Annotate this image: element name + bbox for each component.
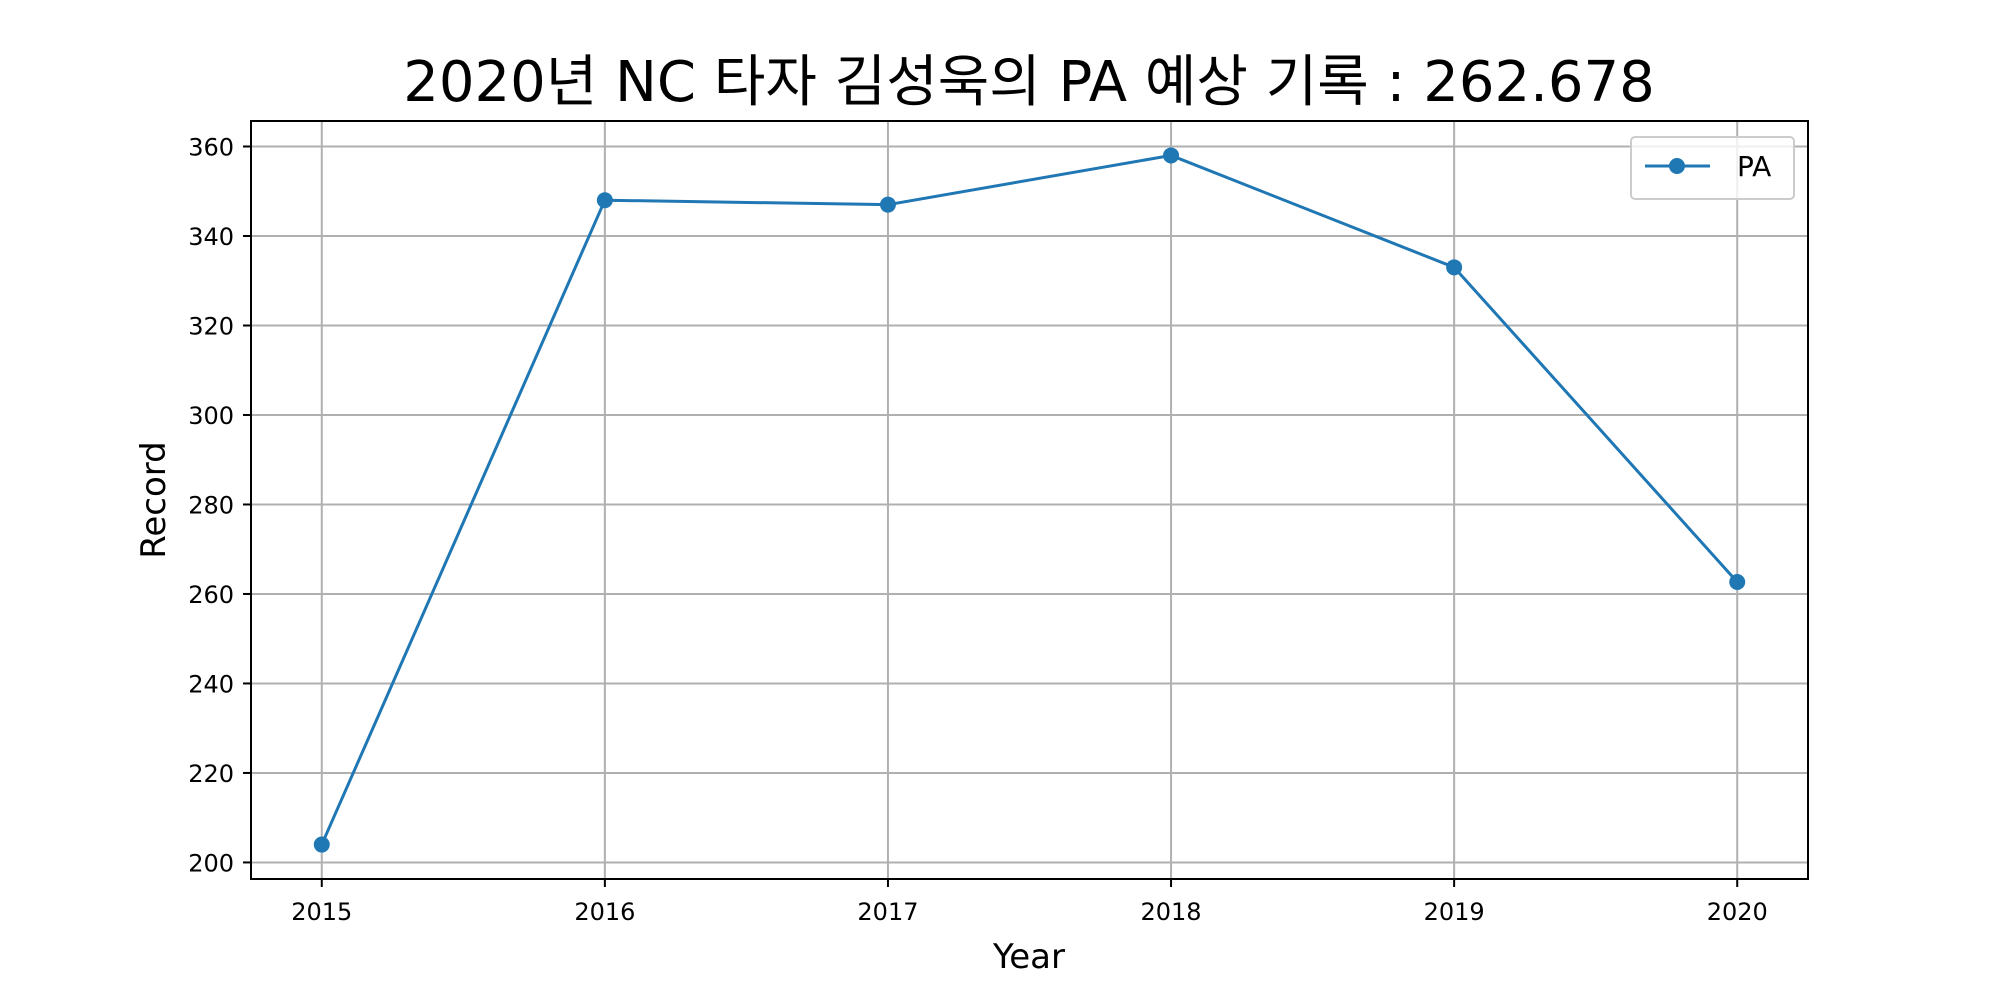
data-point xyxy=(1446,259,1463,276)
y-tick-label: 280 xyxy=(188,491,234,519)
tick-layer: 2015 2016 2017 2018 2019 2020 200 220 240 260 280 3… xyxy=(188,134,1768,926)
legend-frame xyxy=(1630,136,1795,200)
chart-title: 2020년 NC 타자 김성욱의 PA 예상 기록 : 262.678 xyxy=(403,50,1655,115)
x-tick-label: 2020 xyxy=(1707,898,1768,926)
series-line-pa xyxy=(320,153,1739,846)
y-tick-label: 260 xyxy=(188,581,234,609)
x-tick-label: 2016 xyxy=(574,898,635,926)
y-tick-label: 320 xyxy=(188,312,234,340)
data-point xyxy=(1163,147,1180,164)
y-axis-label: Record xyxy=(134,441,174,558)
series-layer xyxy=(313,147,1746,853)
grid xyxy=(251,121,1808,879)
legend-marker-pa xyxy=(1669,158,1685,174)
x-tick-label: 2015 xyxy=(291,898,352,926)
y-tick-label: 220 xyxy=(188,760,234,788)
y-tick-label: 340 xyxy=(188,223,234,251)
y-tick-label: 200 xyxy=(188,849,234,877)
x-tick-label: 2019 xyxy=(1424,898,1485,926)
legend-label-pa: PA xyxy=(1737,150,1771,183)
y-tick-label: 360 xyxy=(188,134,234,162)
legend: PA xyxy=(1630,136,1795,200)
plot-frame xyxy=(250,120,1809,880)
y-tick-label: 240 xyxy=(188,670,234,698)
data-point xyxy=(1729,573,1746,590)
x-tick-label: 2018 xyxy=(1141,898,1202,926)
x-tick-label: 2017 xyxy=(857,898,918,926)
data-point xyxy=(313,836,330,853)
y-tick-label: 300 xyxy=(188,402,234,430)
data-point xyxy=(879,196,896,213)
x-axis-label: Year xyxy=(992,937,1065,977)
data-point xyxy=(596,192,613,209)
